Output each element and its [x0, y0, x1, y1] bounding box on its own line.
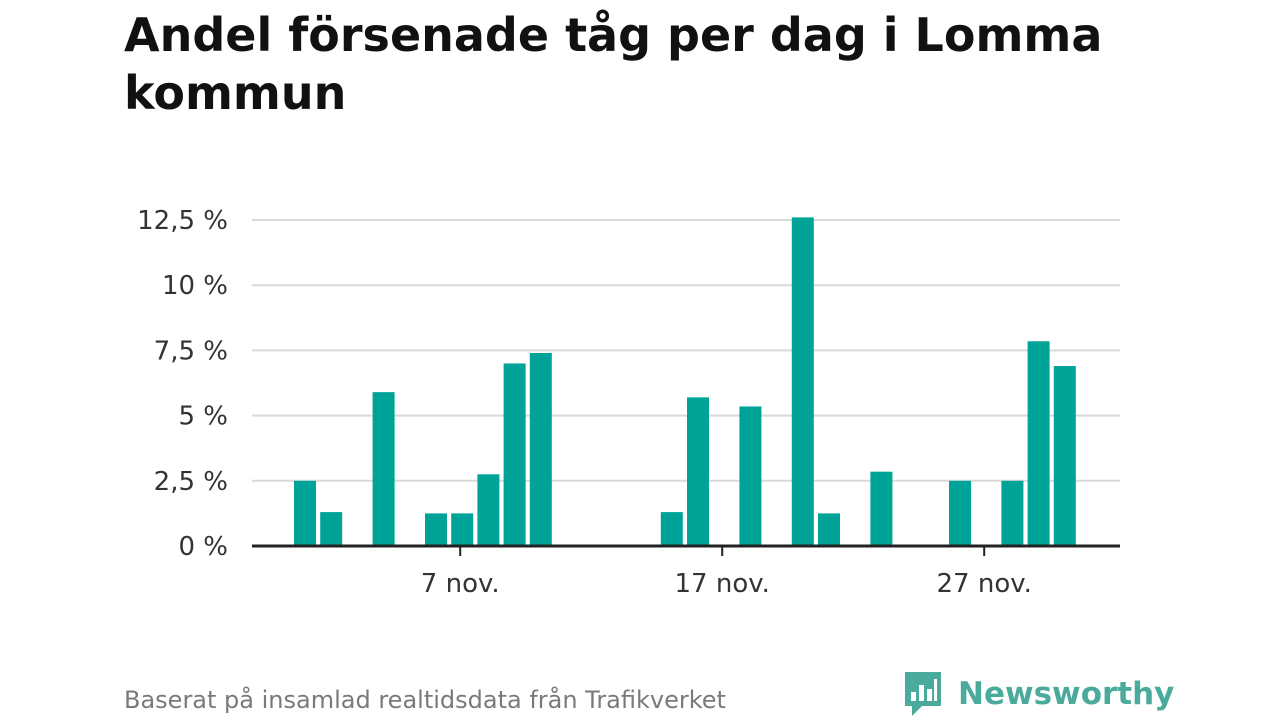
x-tick-label: 7 nov.: [421, 569, 500, 599]
bar: [687, 397, 709, 546]
bar: [660, 512, 683, 546]
newsworthy-logo: Newsworthy: [902, 670, 1174, 718]
bar: [451, 513, 474, 546]
bars: [294, 217, 1076, 546]
y-tick-label: 2,5 %: [154, 467, 228, 497]
bar: [739, 406, 762, 546]
bar: [320, 512, 343, 546]
brand-name: Newsworthy: [958, 676, 1175, 712]
y-tick-label: 7,5 %: [154, 336, 228, 366]
bar: [425, 513, 447, 546]
x-tick-label: 27 nov.: [937, 569, 1032, 599]
y-tick-label: 5 %: [178, 402, 228, 432]
gridlines: [252, 219, 1120, 482]
bar-chart: 0 % 2,5 % 5 % 7,5 % 10 % 12,5 % 7 nov. 17 nov.…: [137, 206, 1120, 599]
bar: [372, 392, 395, 546]
y-axis-labels: 0 % 2,5 % 5 % 7,5 % 10 % 12,5 %: [137, 206, 228, 562]
bar: [477, 474, 500, 546]
chart-bubble-icon: [905, 672, 941, 716]
x-tick-label: 17 nov.: [675, 569, 770, 599]
x-axis-labels: 7 nov. 17 nov. 27 nov.: [421, 569, 1032, 599]
x-axis: [252, 544, 1120, 556]
y-tick-label: 12,5 %: [137, 206, 228, 236]
bar: [1053, 366, 1076, 546]
bar: [949, 480, 971, 546]
chart-title: Andel försenade tåg per dag i Lomma komm…: [124, 8, 1103, 120]
y-tick-label: 10 %: [162, 271, 228, 301]
bar: [791, 217, 814, 546]
bar: [294, 480, 316, 546]
bar: [870, 471, 893, 546]
bar: [1001, 480, 1024, 546]
bar: [1027, 341, 1050, 546]
bar: [503, 363, 526, 546]
bar: [529, 353, 552, 546]
y-tick-label: 0 %: [178, 532, 228, 562]
source-note: Baserat på insamlad realtidsdata från Tr…: [124, 686, 726, 714]
bar: [818, 513, 840, 546]
